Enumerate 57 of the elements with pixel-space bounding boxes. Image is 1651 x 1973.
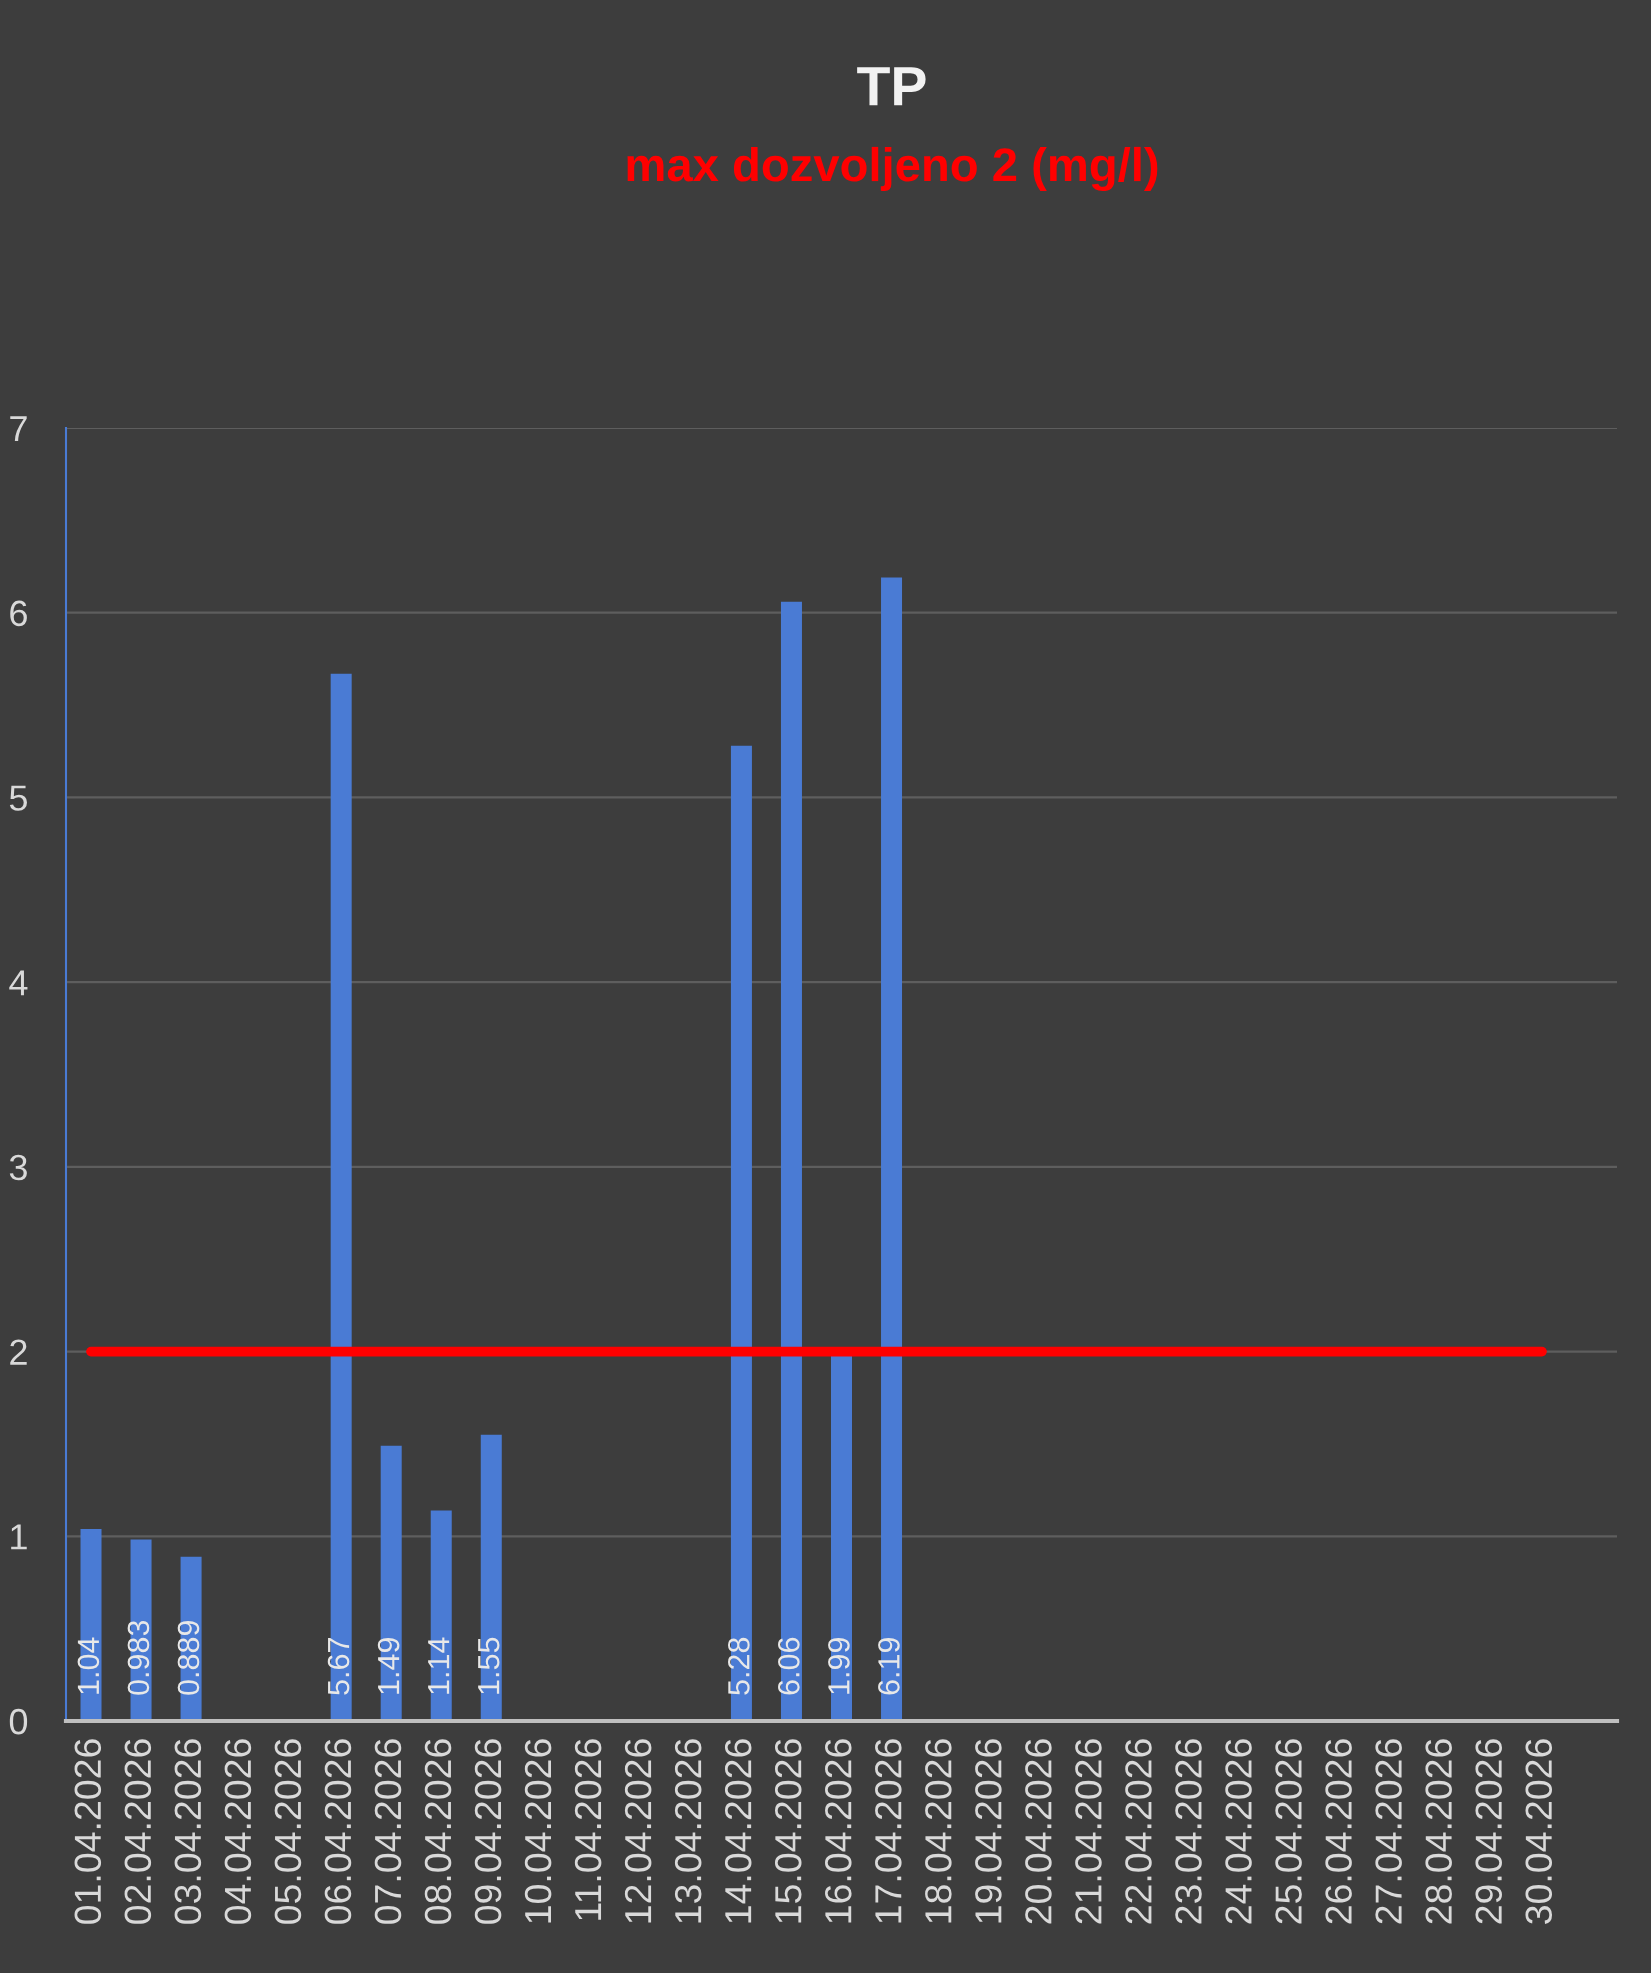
data-label: 1.99 xyxy=(828,1637,850,1694)
y-tick-label: 7 xyxy=(10,416,27,442)
x-tick-label: 29.04.2026 xyxy=(1475,1739,1502,1924)
x-tick-label: 21.04.2026 xyxy=(1075,1739,1102,1924)
x-tick-label: 20.04.2026 xyxy=(1025,1739,1052,1924)
x-tick-label: 25.04.2026 xyxy=(1275,1739,1302,1924)
x-tick-label: 09.04.2026 xyxy=(474,1739,502,1924)
x-tick-label: 15.04.2026 xyxy=(774,1739,802,1923)
x-tick-label: 24.04.2026 xyxy=(1225,1739,1252,1924)
data-label: 1.49 xyxy=(377,1637,400,1694)
x-tick-label: 30.04.2026 xyxy=(1525,1739,1553,1924)
bar xyxy=(480,1434,502,1721)
data-label: 0.889 xyxy=(177,1620,200,1695)
y-tick-label: 6 xyxy=(10,600,27,627)
x-tick-label: 13.04.2026 xyxy=(674,1739,702,1923)
data-label: 1.55 xyxy=(478,1637,500,1694)
x-tick-label: 06.04.2026 xyxy=(324,1739,352,1924)
data-label: 6.06 xyxy=(778,1637,800,1695)
data-label: 5.67 xyxy=(327,1638,350,1695)
data-label: 1.14 xyxy=(428,1637,450,1694)
data-label: 0.983 xyxy=(127,1620,150,1695)
x-tick-label: 19.04.2026 xyxy=(975,1739,1002,1923)
y-tick-label: 2 xyxy=(10,1339,27,1365)
y-tick-label: 5 xyxy=(9,785,27,811)
x-tick-label: 02.04.2026 xyxy=(124,1739,152,1924)
data-label: 6.19 xyxy=(878,1637,900,1695)
bar xyxy=(430,1510,452,1721)
x-tick-label: 16.04.2026 xyxy=(825,1739,852,1923)
x-tick-label: 12.04.2026 xyxy=(624,1739,652,1923)
y-tick-label: 0 xyxy=(9,1708,28,1735)
x-tick-label: 01.04.2026 xyxy=(74,1739,102,1924)
x-tick-label: 14.04.2026 xyxy=(724,1739,752,1923)
data-label: 5.28 xyxy=(728,1637,750,1695)
x-tick-label: 07.04.2026 xyxy=(374,1739,402,1924)
bar xyxy=(830,1353,853,1721)
x-tick-label: 18.04.2026 xyxy=(925,1739,952,1923)
x-tick-label: 05.04.2026 xyxy=(274,1739,302,1924)
data-label: 1.04 xyxy=(77,1637,100,1694)
y-tick-label: 4 xyxy=(9,970,28,996)
x-tick-label: 28.04.2026 xyxy=(1425,1739,1452,1924)
x-tick-label: 26.04.2026 xyxy=(1325,1739,1352,1924)
x-tick-label: 27.04.2026 xyxy=(1375,1739,1402,1924)
x-tick-label: 10.04.2026 xyxy=(524,1739,552,1923)
x-tick-label: 23.04.2026 xyxy=(1175,1739,1202,1924)
chart-subtitle: max dozvoljeno 2 (mg/l) xyxy=(627,146,1158,192)
x-tick-label: 22.04.2026 xyxy=(1125,1739,1152,1924)
x-tick-label: 04.04.2026 xyxy=(224,1739,252,1924)
bar xyxy=(380,1445,402,1721)
y-tick-label: 1 xyxy=(11,1524,27,1550)
chart-title: TP xyxy=(857,67,926,106)
x-tick-label: 08.04.2026 xyxy=(424,1739,452,1924)
bar xyxy=(780,601,802,1721)
y-tick-label: 3 xyxy=(9,1154,27,1181)
x-tick-label: 17.04.2026 xyxy=(875,1739,902,1923)
x-tick-label: 03.04.2026 xyxy=(174,1739,202,1924)
x-tick-label: 11.04.2026 xyxy=(574,1739,602,1920)
bar xyxy=(730,745,752,1721)
